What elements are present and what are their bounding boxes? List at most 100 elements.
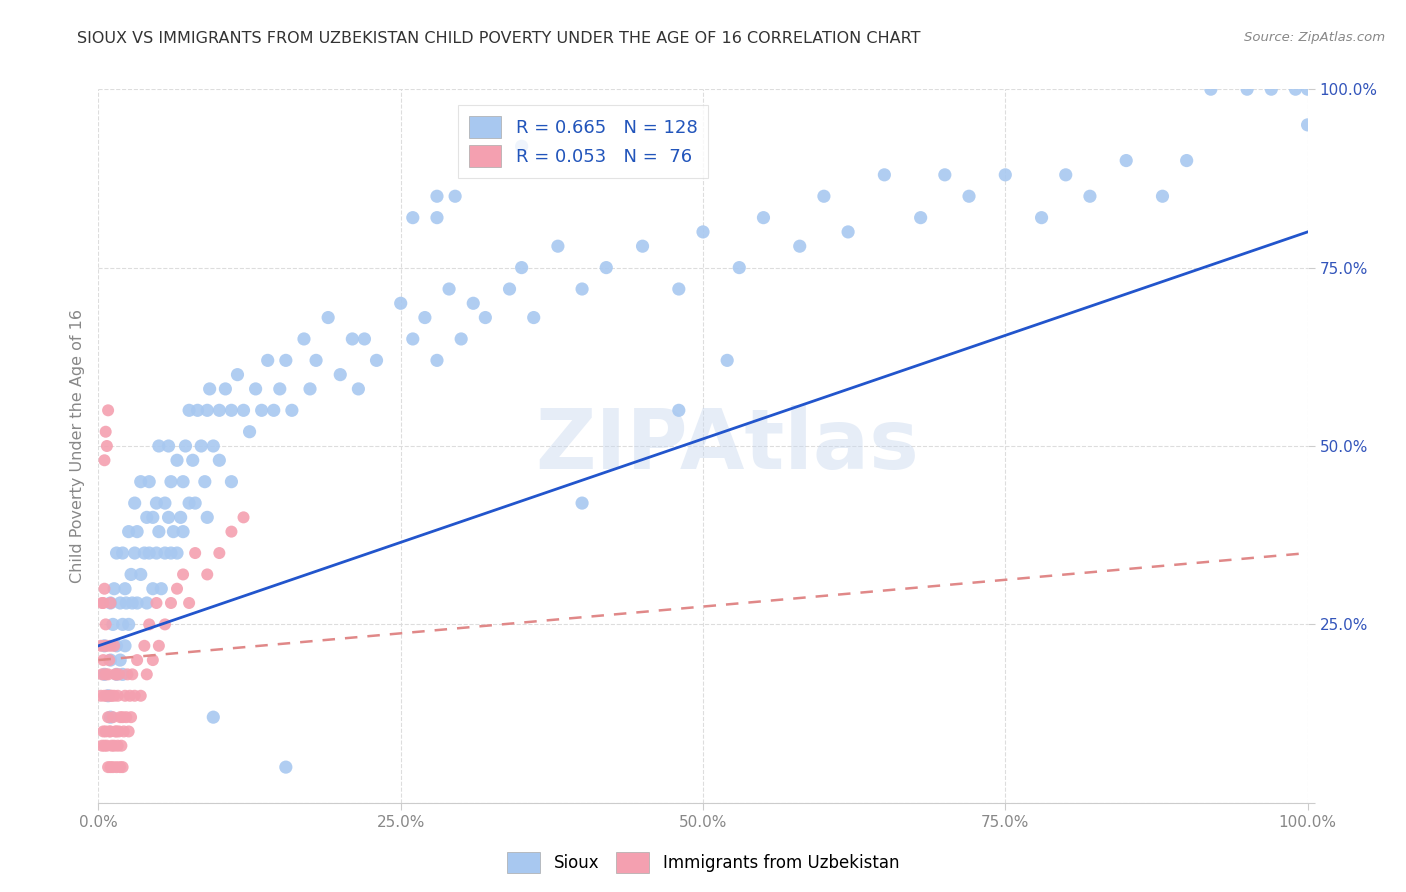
Point (104, 724, 127, 739)
Point (263, 403, 285, 417)
Point (108, 724, 131, 739)
Point (444, 189, 467, 203)
Point (437, 282, 460, 296)
Point (1284, 82, 1306, 96)
Point (107, 739, 129, 753)
Point (142, 653, 165, 667)
Point (153, 496, 176, 510)
Point (94, 425, 117, 439)
Point (402, 211, 425, 225)
Point (202, 710, 225, 724)
Point (127, 524, 149, 539)
Point (389, 296, 412, 310)
Point (127, 653, 149, 667)
Point (117, 667, 139, 681)
Point (1296, 82, 1319, 96)
Point (93, 739, 115, 753)
Point (100, 689, 122, 703)
Point (94, 724, 117, 739)
Point (195, 510, 218, 524)
Point (134, 546, 156, 560)
Point (118, 689, 141, 703)
Point (221, 524, 243, 539)
Point (103, 689, 125, 703)
Point (510, 260, 533, 275)
Point (498, 282, 520, 296)
Point (96, 689, 118, 703)
Point (145, 496, 167, 510)
Point (148, 639, 170, 653)
Point (426, 353, 449, 368)
Point (103, 739, 125, 753)
Point (353, 332, 375, 346)
Point (221, 403, 243, 417)
Point (837, 225, 859, 239)
Point (103, 582, 125, 596)
Point (305, 353, 328, 368)
Point (100, 739, 122, 753)
Point (145, 596, 167, 610)
Point (98, 724, 121, 739)
Point (256, 353, 278, 368)
Point (274, 760, 297, 774)
Point (402, 332, 425, 346)
Point (97, 760, 120, 774)
Point (101, 710, 124, 724)
Point (93, 582, 115, 596)
Text: Source: ZipAtlas.com: Source: ZipAtlas.com (1244, 31, 1385, 45)
Point (105, 724, 128, 739)
Point (692, 225, 714, 239)
Point (184, 546, 207, 560)
Y-axis label: Child Poverty Under the Age of 16: Child Poverty Under the Age of 16 (69, 309, 84, 583)
Point (160, 475, 183, 489)
Point (232, 403, 254, 417)
Point (97, 710, 120, 724)
Point (91, 739, 114, 753)
Point (93, 639, 115, 653)
Point (111, 710, 134, 724)
Point (208, 546, 231, 560)
Point (138, 546, 160, 560)
Point (108, 667, 131, 681)
Point (138, 475, 160, 489)
Point (910, 211, 932, 225)
Point (111, 617, 134, 632)
Point (111, 546, 134, 560)
Point (1296, 118, 1319, 132)
Point (366, 353, 388, 368)
Point (181, 453, 204, 467)
Point (127, 596, 149, 610)
Point (90, 639, 112, 653)
Point (232, 510, 254, 524)
Point (108, 710, 131, 724)
Point (96, 739, 118, 753)
Point (1115, 153, 1137, 168)
Point (96, 639, 118, 653)
Point (347, 382, 370, 396)
Point (184, 496, 207, 510)
Point (105, 639, 128, 653)
Text: ZIPAtlas: ZIPAtlas (536, 406, 920, 486)
Point (129, 689, 152, 703)
Point (97, 667, 120, 681)
Point (101, 760, 124, 774)
Point (547, 239, 569, 253)
Point (214, 382, 236, 396)
Point (752, 211, 775, 225)
Point (100, 710, 122, 724)
Point (101, 617, 124, 632)
Point (121, 596, 143, 610)
Text: SIOUX VS IMMIGRANTS FROM UZBEKISTAN CHILD POVERTY UNDER THE AGE OF 16 CORRELATIO: SIOUX VS IMMIGRANTS FROM UZBEKISTAN CHIL… (77, 31, 921, 46)
Point (716, 353, 738, 368)
Point (96, 439, 118, 453)
Point (105, 667, 128, 681)
Point (135, 596, 157, 610)
Point (172, 524, 194, 539)
Point (90, 689, 112, 703)
Point (789, 239, 811, 253)
Point (873, 168, 896, 182)
Point (166, 453, 188, 467)
Point (93, 453, 115, 467)
Point (111, 760, 134, 774)
Point (145, 546, 167, 560)
